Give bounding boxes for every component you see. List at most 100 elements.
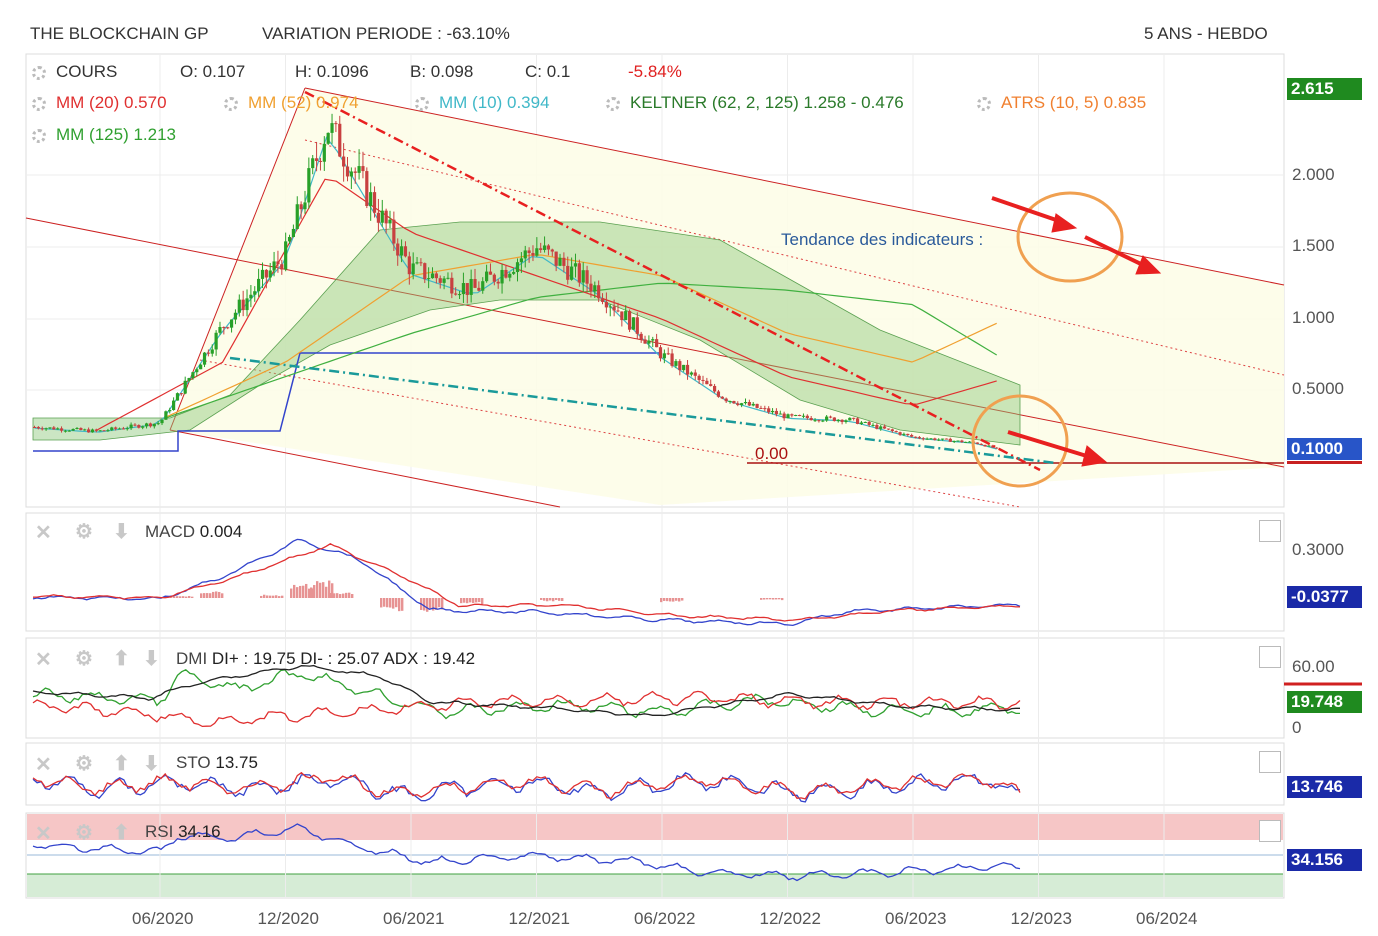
candle-body	[542, 245, 547, 250]
candle-body	[260, 269, 265, 279]
macd-down-icon[interactable]: ⬇	[113, 521, 130, 543]
candle-body	[724, 398, 728, 402]
candle-body	[427, 278, 431, 280]
candle-body	[600, 298, 605, 302]
candle-body	[504, 269, 508, 278]
legend-cours[interactable]: COURS	[32, 62, 117, 82]
macd-label: MACD 0.004	[145, 522, 243, 541]
x-tick-label: 06/2023	[885, 909, 946, 928]
sto-gear-icon[interactable]: ⚙	[75, 753, 93, 775]
macd-histogram-bar	[540, 598, 543, 600]
y-axis-labels: 2.000 1.500 1.000 0.5000	[1292, 165, 1344, 398]
candle-body	[728, 400, 732, 402]
sto-checkbox[interactable]	[1259, 751, 1281, 773]
dmi-down-icon[interactable]: ⬇	[143, 648, 160, 670]
candle-body	[229, 319, 234, 328]
candle-body	[875, 424, 879, 429]
dmi-plus-line	[32, 669, 1020, 720]
candle-body	[979, 443, 983, 445]
candle-body	[334, 123, 338, 125]
period-label: 5 ANS - HEBDO	[1144, 24, 1268, 43]
candle-body	[709, 384, 713, 386]
sto-down-icon[interactable]: ⬇	[143, 753, 160, 775]
macd-histogram-bar	[328, 580, 331, 598]
last-price-tag: 0.1000	[1287, 438, 1362, 460]
candle-body	[593, 285, 597, 292]
x-axis-labels: 06/2020 12/2020 06/2021 12/2021 06/2022 12/20…	[132, 909, 1197, 928]
legend-keltner[interactable]: KELTNER (62, 2, 125) 1.258 - 0.476	[606, 93, 904, 113]
macd-histogram-bar	[305, 583, 308, 598]
rsi-label: RSI 34.16	[145, 822, 221, 841]
candle-body	[813, 420, 817, 422]
candle-body	[778, 413, 782, 415]
macd-histogram-bar	[772, 598, 775, 600]
macd-histogram-bar	[278, 596, 281, 598]
dmi-up-icon[interactable]: ⬆	[113, 648, 130, 670]
macd-histogram-bar	[221, 593, 224, 598]
dmi-gear-icon[interactable]: ⚙	[75, 648, 93, 670]
candle-body	[52, 427, 56, 430]
gear-icon[interactable]	[977, 96, 991, 111]
gear-icon[interactable]	[224, 96, 238, 111]
x-tick-label: 06/2022	[634, 909, 695, 928]
legend-mm125[interactable]: MM (125) 1.213	[32, 125, 176, 145]
macd-histogram-bar	[678, 598, 681, 602]
candle-body	[767, 408, 771, 413]
candle-body	[403, 246, 408, 257]
candle-body	[531, 252, 535, 256]
candle-body	[59, 428, 64, 431]
candle-body	[500, 269, 504, 284]
macd-gear-icon[interactable]: ⚙	[75, 521, 93, 543]
dmi-checkbox[interactable]	[1259, 646, 1281, 668]
candle-body	[747, 401, 751, 406]
candle-body	[508, 273, 512, 278]
legend-mm52[interactable]: MM (52) 0.974	[224, 93, 359, 113]
candle-body	[485, 271, 489, 282]
x-tick-label: 12/2021	[509, 909, 570, 928]
macd-histogram-bar	[331, 583, 334, 598]
sto-close-icon[interactable]: ✕	[35, 754, 52, 776]
sto-panel-frame	[25, 742, 1285, 806]
candle-body	[79, 427, 83, 431]
macd-close-icon[interactable]: ✕	[35, 522, 52, 544]
trend-annotation: Tendance des indicateurs :	[781, 230, 983, 249]
candle-body	[40, 428, 44, 430]
candle-body	[983, 444, 987, 447]
gear-icon[interactable]	[606, 96, 620, 111]
gear-icon[interactable]	[32, 96, 46, 111]
sto-up-icon[interactable]: ⬆	[113, 753, 130, 775]
candle-body	[902, 433, 906, 435]
candle-body	[411, 263, 415, 275]
legend-mm20[interactable]: MM (20) 0.570	[32, 93, 167, 113]
macd-histogram-bar	[336, 593, 339, 598]
macd-histogram-bar	[423, 598, 426, 611]
rsi-close-icon[interactable]: ✕	[35, 823, 52, 845]
macd-histogram-bar	[330, 592, 333, 598]
gear-icon[interactable]	[32, 128, 46, 143]
dmi-axis-top: 60.00	[1292, 657, 1335, 676]
candle-body	[56, 428, 60, 430]
macd-histogram-bar	[549, 598, 552, 601]
legend-atrs[interactable]: ATRS (10, 5) 0.835	[977, 93, 1146, 113]
dmi-close-icon[interactable]: ✕	[35, 649, 52, 671]
candle-body	[821, 420, 825, 422]
macd-histogram-bar	[345, 592, 348, 598]
rsi-gear-icon[interactable]: ⚙	[75, 822, 93, 844]
candle-body	[83, 429, 87, 431]
macd-checkbox[interactable]	[1259, 520, 1281, 542]
x-tick-label: 06/2024	[1136, 909, 1197, 928]
gear-icon[interactable]	[32, 65, 46, 80]
candle-body	[44, 428, 48, 430]
candle-body	[643, 339, 647, 344]
macd-histogram-bar	[383, 598, 386, 607]
macd-histogram-bar	[441, 598, 444, 610]
rsi-up-icon[interactable]: ⬆	[113, 822, 130, 844]
macd-histogram-bar	[325, 586, 328, 598]
legend-mm10[interactable]: MM (10) 0.394	[415, 93, 550, 113]
candle-body	[67, 430, 71, 432]
rsi-checkbox[interactable]	[1259, 820, 1281, 842]
candle-body	[94, 429, 98, 431]
candle-body	[987, 445, 991, 447]
gear-icon[interactable]	[415, 96, 429, 111]
rsi-oversold-zone	[27, 874, 1283, 897]
